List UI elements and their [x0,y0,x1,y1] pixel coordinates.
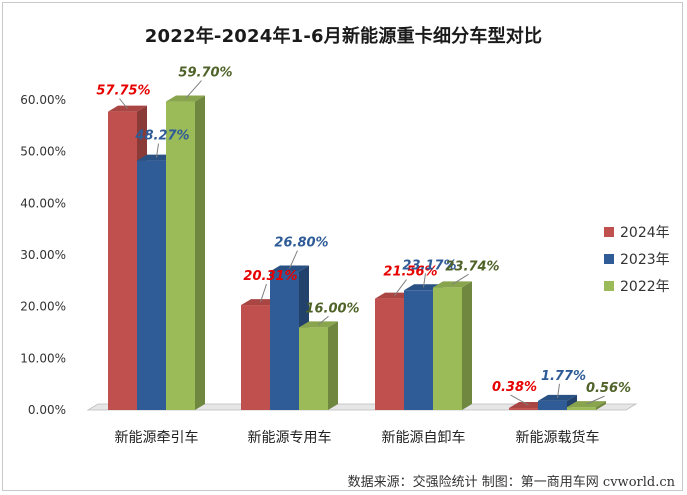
data-label: 57.75% [96,84,150,99]
legend-swatch [604,254,614,264]
data-label: 59.70% [178,66,232,81]
bar-side [462,281,472,410]
bar [375,298,404,410]
data-label: 21.56% [383,265,437,280]
data-label-leader [394,279,407,296]
legend-swatch [604,281,614,291]
data-label-leader [423,273,426,288]
y-tick-label: 30.00% [20,248,66,262]
data-label-leader [119,98,128,109]
y-tick-label: 50.00% [20,145,66,159]
bar [433,287,462,410]
bar [567,407,596,410]
data-label-leader [156,143,159,158]
source-note: 数据来源：交强险统计 制图：第一商用车网 cvworld.cn [347,475,675,490]
data-label-leader [586,395,605,405]
data-label: 23.17% [402,258,456,273]
bar [538,400,567,410]
y-tick-label: 10.00% [20,351,66,365]
data-label-leader [510,394,529,406]
data-label-leader [289,250,298,269]
data-label: 0.56% [586,381,631,396]
x-category-label: 新能源自卸车 [382,429,466,446]
x-category-label: 新能源载货车 [516,429,600,446]
chart-title: 2022年-2024年1-6月新能源重卡细分车型对比 [144,26,543,47]
x-category-label: 新能源专用车 [248,429,332,446]
data-label-leader [260,283,267,303]
bar [137,160,166,410]
x-category-label: 新能源牵引车 [115,429,199,446]
data-label: 26.80% [274,236,328,251]
legend-label: 2024年 [620,225,670,241]
data-label: 20.31% [243,269,297,284]
y-tick-label: 40.00% [20,196,66,210]
bar [166,101,195,411]
bar-side [596,401,606,410]
bar [270,271,299,410]
data-label: 48.27% [134,129,189,144]
bar [509,408,538,410]
legend-swatch [604,227,614,237]
bar [241,305,270,410]
data-label: 23.74% [445,259,499,274]
data-label-leader [557,383,560,398]
bar [404,290,433,410]
data-label-leader [185,80,202,99]
data-label: 1.77% [541,369,586,384]
bar-side [328,321,338,410]
y-tick-label: 60.00% [20,93,66,107]
bar [108,111,137,410]
bar-side [195,95,205,411]
bar [299,327,328,410]
y-tick-label: 20.00% [20,300,66,314]
y-tick-label: 0.00% [28,403,66,417]
data-label-leader [318,315,329,325]
legend-label: 2022年 [620,279,670,295]
data-label: 16.00% [305,301,359,316]
legend-label: 2023年 [620,252,670,268]
data-label: 0.38% [492,380,537,395]
data-label-leader [452,273,469,285]
